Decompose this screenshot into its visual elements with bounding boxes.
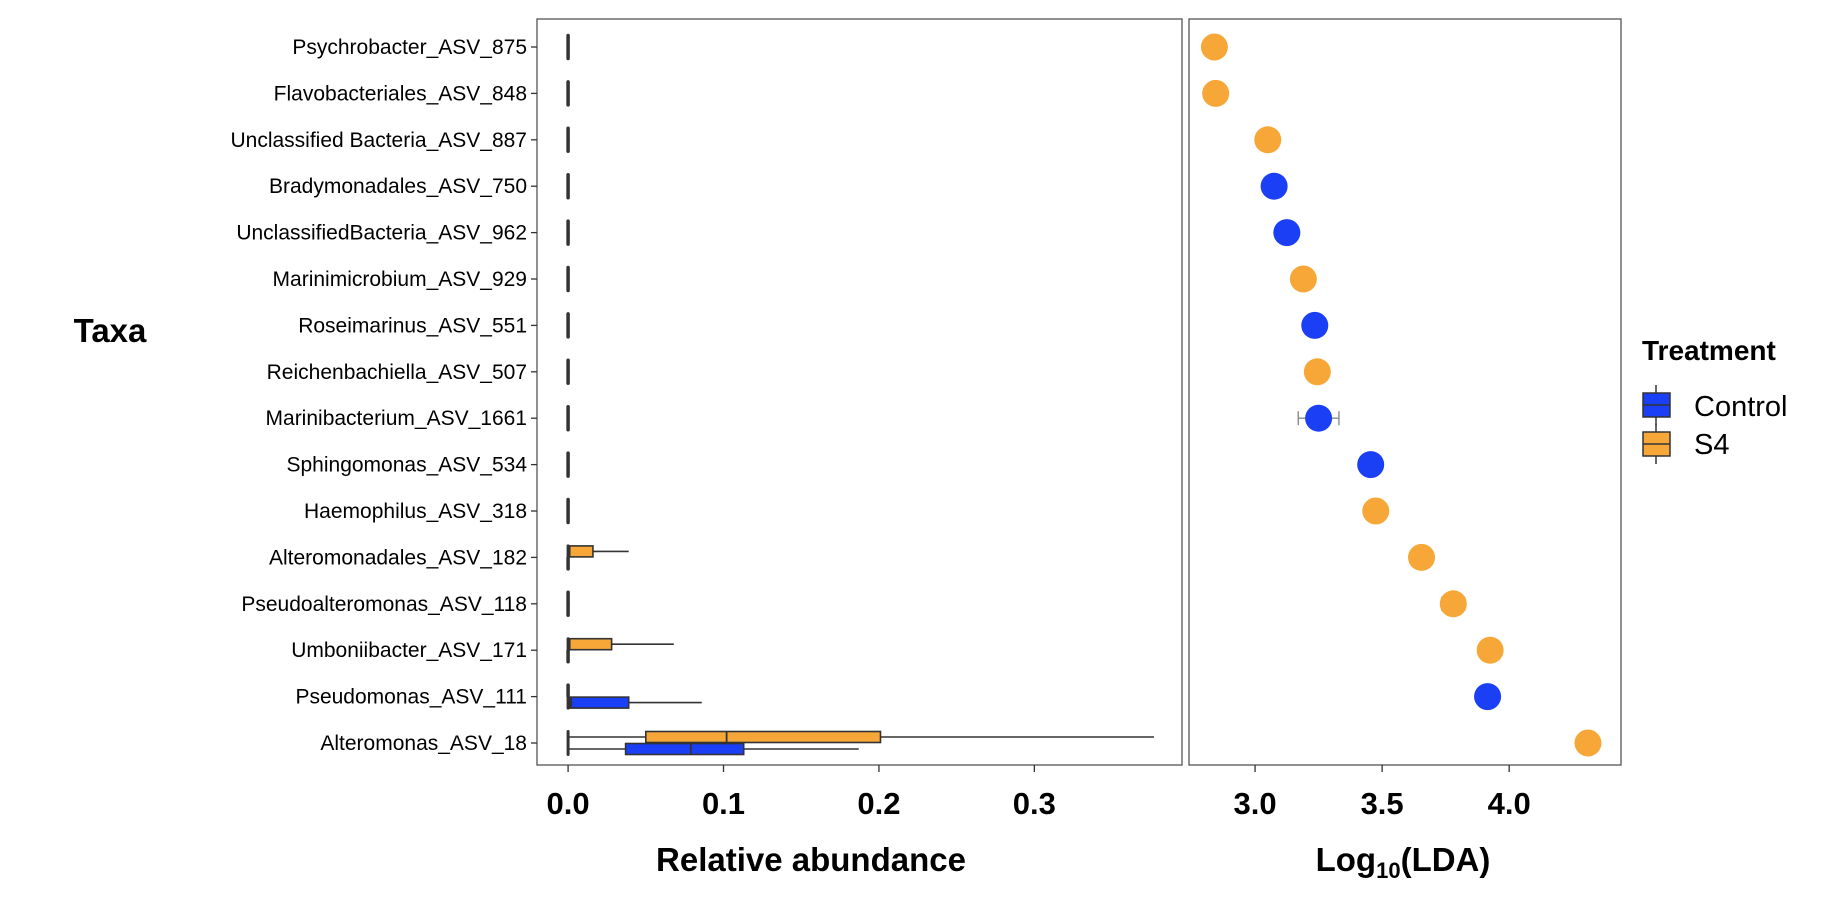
lda-point-reichenbachiella-asv-507 xyxy=(1303,358,1331,386)
y-tick-label-roseimarinus-asv-551: Roseimarinus_ASV_551 xyxy=(298,314,527,337)
lda-x-tick-label: 4.0 xyxy=(1488,786,1531,821)
legend-title: Treatment xyxy=(1642,335,1776,366)
lda-point-marinimicrobium-asv-929 xyxy=(1289,265,1317,293)
lda-x-axis-title: Log10(LDA) xyxy=(1316,841,1491,883)
y-axis-title: Taxa xyxy=(74,312,147,349)
lda-point-psychrobacter-asv-875 xyxy=(1200,33,1228,61)
lda-point-haemophilus-asv-318 xyxy=(1362,497,1390,525)
abundance-panel-frame xyxy=(536,18,1183,766)
box-s4-alteromonas-asv-18 xyxy=(566,730,1155,744)
box-s4-umboniibacter-asv-171-body xyxy=(568,637,613,651)
abundance-x-tick-label: 0.0 xyxy=(547,786,590,821)
abundance-x-tick-label: 0.2 xyxy=(857,786,900,821)
lda-point-marinibacterium-asv-1661 xyxy=(1305,404,1333,432)
legend-item-control: Control xyxy=(1642,385,1788,425)
box-control-pseudomonas-asv-111-body xyxy=(568,696,630,709)
y-tick-label-flavobacteriales-asv-848: Flavobacteriales_ASV_848 xyxy=(274,82,527,105)
lda-x-tick-label: 3.0 xyxy=(1234,786,1277,821)
y-tick-label-psychrobacter-asv-875: Psychrobacter_ASV_875 xyxy=(292,36,527,59)
legend-label-control: Control xyxy=(1694,391,1788,423)
y-tick-label-unclassifiedbacteria-asv-962: UnclassifiedBacteria_ASV_962 xyxy=(236,222,527,245)
lda-point-alteromonadales-asv-182 xyxy=(1408,543,1436,571)
y-tick-label-umboniibacter-asv-171: Umboniibacter_ASV_171 xyxy=(291,639,527,662)
y-tick-label-sphingomonas-asv-534: Sphingomonas_ASV_534 xyxy=(286,454,527,477)
box-s4-alteromonas-asv-18-body xyxy=(644,730,882,744)
lda-point-sphingomonas-asv-534 xyxy=(1357,451,1385,479)
lda-panel-frame xyxy=(1188,18,1622,766)
y-tick-label-pseudomonas-asv-111: Pseudomonas_ASV_111 xyxy=(295,686,527,709)
lda-point-pseudoalteromonas-asv-118 xyxy=(1439,590,1467,618)
y-tick-label-bradymonadales-asv-750: Bradymonadales_ASV_750 xyxy=(269,175,527,198)
axes: Psychrobacter_ASV_875 Flavobacteriales_AS… xyxy=(230,36,1530,821)
y-tick-label-marinimicrobium-asv-929: Marinimicrobium_ASV_929 xyxy=(273,268,527,291)
y-tick-label-alteromonas-asv-18: Alteromonas_ASV_18 xyxy=(320,732,527,755)
y-tick-label-reichenbachiella-asv-507: Reichenbachiella_ASV_507 xyxy=(267,361,527,384)
abundance-x-axis-title: Relative abundance xyxy=(656,841,966,878)
y-tick-label-pseudoalteromonas-asv-118: Pseudoalteromonas_ASV_118 xyxy=(241,593,527,616)
lda-point-umboniibacter-asv-171 xyxy=(1476,636,1504,664)
lda-x-tick-label: 3.5 xyxy=(1361,786,1404,821)
lda-point-unclassifiedbacteria-asv-962 xyxy=(1273,219,1301,247)
legend: Treatment Control S4 xyxy=(1642,335,1788,464)
y-tick-label-unclassified-bacteria-asv-887: Unclassified Bacteria_ASV_887 xyxy=(230,129,527,152)
legend-item-s4: S4 xyxy=(1642,424,1729,464)
lda-point-alteromonas-asv-18 xyxy=(1574,729,1602,757)
lda-point-unclassified-bacteria-asv-887 xyxy=(1254,126,1282,154)
abundance-x-tick-label: 0.1 xyxy=(702,786,745,821)
y-tick-label-alteromonadales-asv-182: Alteromonadales_ASV_182 xyxy=(269,546,527,569)
box-control-alteromonas-asv-18-body xyxy=(624,742,745,756)
lda-point-flavobacteriales-asv-848 xyxy=(1202,79,1230,107)
abundance-boxplots xyxy=(566,33,1155,756)
lda-point-bradymonadales-asv-750 xyxy=(1260,172,1288,200)
box-control-pseudomonas-asv-111 xyxy=(566,695,702,710)
lda-point-roseimarinus-asv-551 xyxy=(1301,311,1329,339)
box-s4-alteromonadales-asv-182 xyxy=(566,544,629,559)
abundance-x-tick-label: 0.3 xyxy=(1013,786,1056,821)
y-tick-label-haemophilus-asv-318: Haemophilus_ASV_318 xyxy=(304,500,527,523)
box-s4-umboniibacter-asv-171 xyxy=(566,637,674,652)
box-s4-alteromonadales-asv-182-body xyxy=(568,545,594,558)
box-control-alteromonas-asv-18 xyxy=(566,742,859,756)
lda-points xyxy=(1200,33,1602,757)
legend-label-s4: S4 xyxy=(1694,429,1729,461)
lda-point-pseudomonas-asv-111 xyxy=(1474,683,1502,711)
y-tick-label-marinibacterium-asv-1661: Marinibacterium_ASV_1661 xyxy=(266,407,527,430)
